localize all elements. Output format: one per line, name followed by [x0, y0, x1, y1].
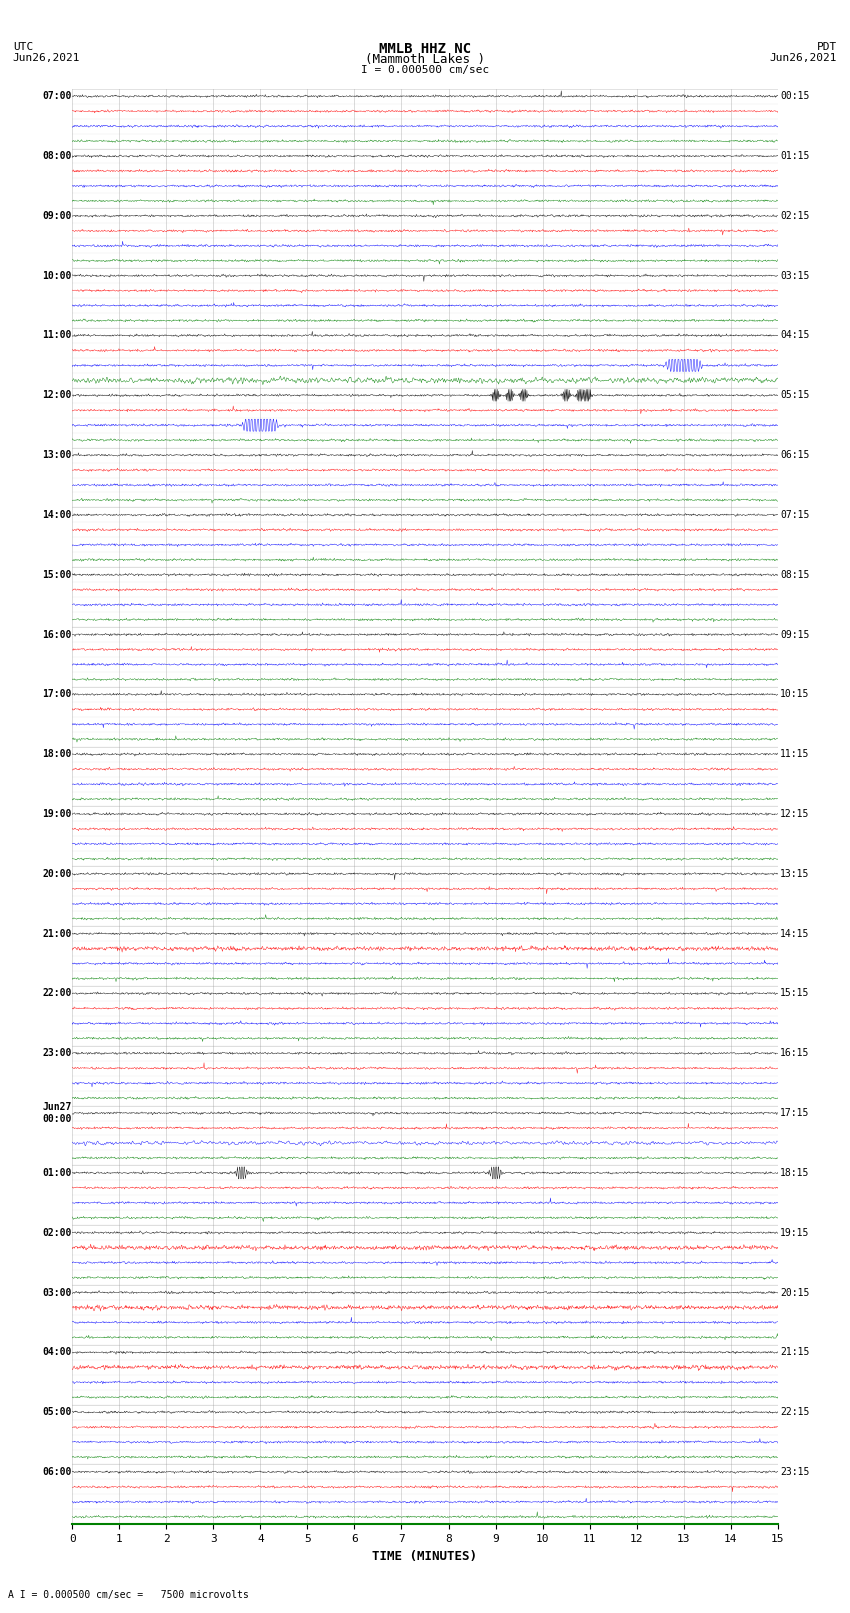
Text: UTC: UTC: [13, 42, 33, 52]
Text: 07:15: 07:15: [780, 510, 809, 519]
Text: 14:00: 14:00: [42, 510, 71, 519]
Text: 04:00: 04:00: [42, 1347, 71, 1357]
Text: 15:00: 15:00: [42, 569, 71, 579]
Text: 22:00: 22:00: [42, 989, 71, 998]
Text: 07:00: 07:00: [42, 92, 71, 102]
Text: 16:15: 16:15: [780, 1048, 809, 1058]
Text: PDT: PDT: [817, 42, 837, 52]
Text: 21:15: 21:15: [780, 1347, 809, 1357]
Text: 19:00: 19:00: [42, 810, 71, 819]
Text: 04:15: 04:15: [780, 331, 809, 340]
Text: 10:00: 10:00: [42, 271, 71, 281]
Text: 06:15: 06:15: [780, 450, 809, 460]
Text: 13:00: 13:00: [42, 450, 71, 460]
Text: 18:00: 18:00: [42, 748, 71, 760]
Text: 19:15: 19:15: [780, 1227, 809, 1237]
Text: 20:00: 20:00: [42, 869, 71, 879]
Text: 14:15: 14:15: [780, 929, 809, 939]
Text: 16:00: 16:00: [42, 629, 71, 639]
Text: 12:00: 12:00: [42, 390, 71, 400]
Text: 03:00: 03:00: [42, 1287, 71, 1297]
Text: Jun26,2021: Jun26,2021: [13, 53, 80, 63]
Text: 17:15: 17:15: [780, 1108, 809, 1118]
Text: 11:15: 11:15: [780, 748, 809, 760]
Text: (Mammoth Lakes ): (Mammoth Lakes ): [365, 53, 485, 66]
Text: 03:15: 03:15: [780, 271, 809, 281]
Text: 22:15: 22:15: [780, 1407, 809, 1418]
Text: 13:15: 13:15: [780, 869, 809, 879]
Text: 06:00: 06:00: [42, 1466, 71, 1478]
Text: 20:15: 20:15: [780, 1287, 809, 1297]
Text: 17:00: 17:00: [42, 689, 71, 700]
Text: 05:00: 05:00: [42, 1407, 71, 1418]
Text: 01:00: 01:00: [42, 1168, 71, 1177]
Text: Jun27
00:00: Jun27 00:00: [42, 1102, 71, 1124]
Text: 08:15: 08:15: [780, 569, 809, 579]
Text: 11:00: 11:00: [42, 331, 71, 340]
Text: I = 0.000500 cm/sec: I = 0.000500 cm/sec: [361, 65, 489, 74]
Text: 01:15: 01:15: [780, 152, 809, 161]
Text: 02:15: 02:15: [780, 211, 809, 221]
Text: 08:00: 08:00: [42, 152, 71, 161]
Text: 02:00: 02:00: [42, 1227, 71, 1237]
Text: A I = 0.000500 cm/sec =   7500 microvolts: A I = 0.000500 cm/sec = 7500 microvolts: [8, 1590, 249, 1600]
Text: MMLB HHZ NC: MMLB HHZ NC: [379, 42, 471, 56]
Text: 23:00: 23:00: [42, 1048, 71, 1058]
Text: 09:15: 09:15: [780, 629, 809, 639]
Text: 18:15: 18:15: [780, 1168, 809, 1177]
Text: 23:15: 23:15: [780, 1466, 809, 1478]
Text: 21:00: 21:00: [42, 929, 71, 939]
Text: 05:15: 05:15: [780, 390, 809, 400]
Text: 15:15: 15:15: [780, 989, 809, 998]
Text: 00:15: 00:15: [780, 92, 809, 102]
X-axis label: TIME (MINUTES): TIME (MINUTES): [372, 1550, 478, 1563]
Text: 12:15: 12:15: [780, 810, 809, 819]
Text: 10:15: 10:15: [780, 689, 809, 700]
Text: Jun26,2021: Jun26,2021: [770, 53, 837, 63]
Text: 09:00: 09:00: [42, 211, 71, 221]
